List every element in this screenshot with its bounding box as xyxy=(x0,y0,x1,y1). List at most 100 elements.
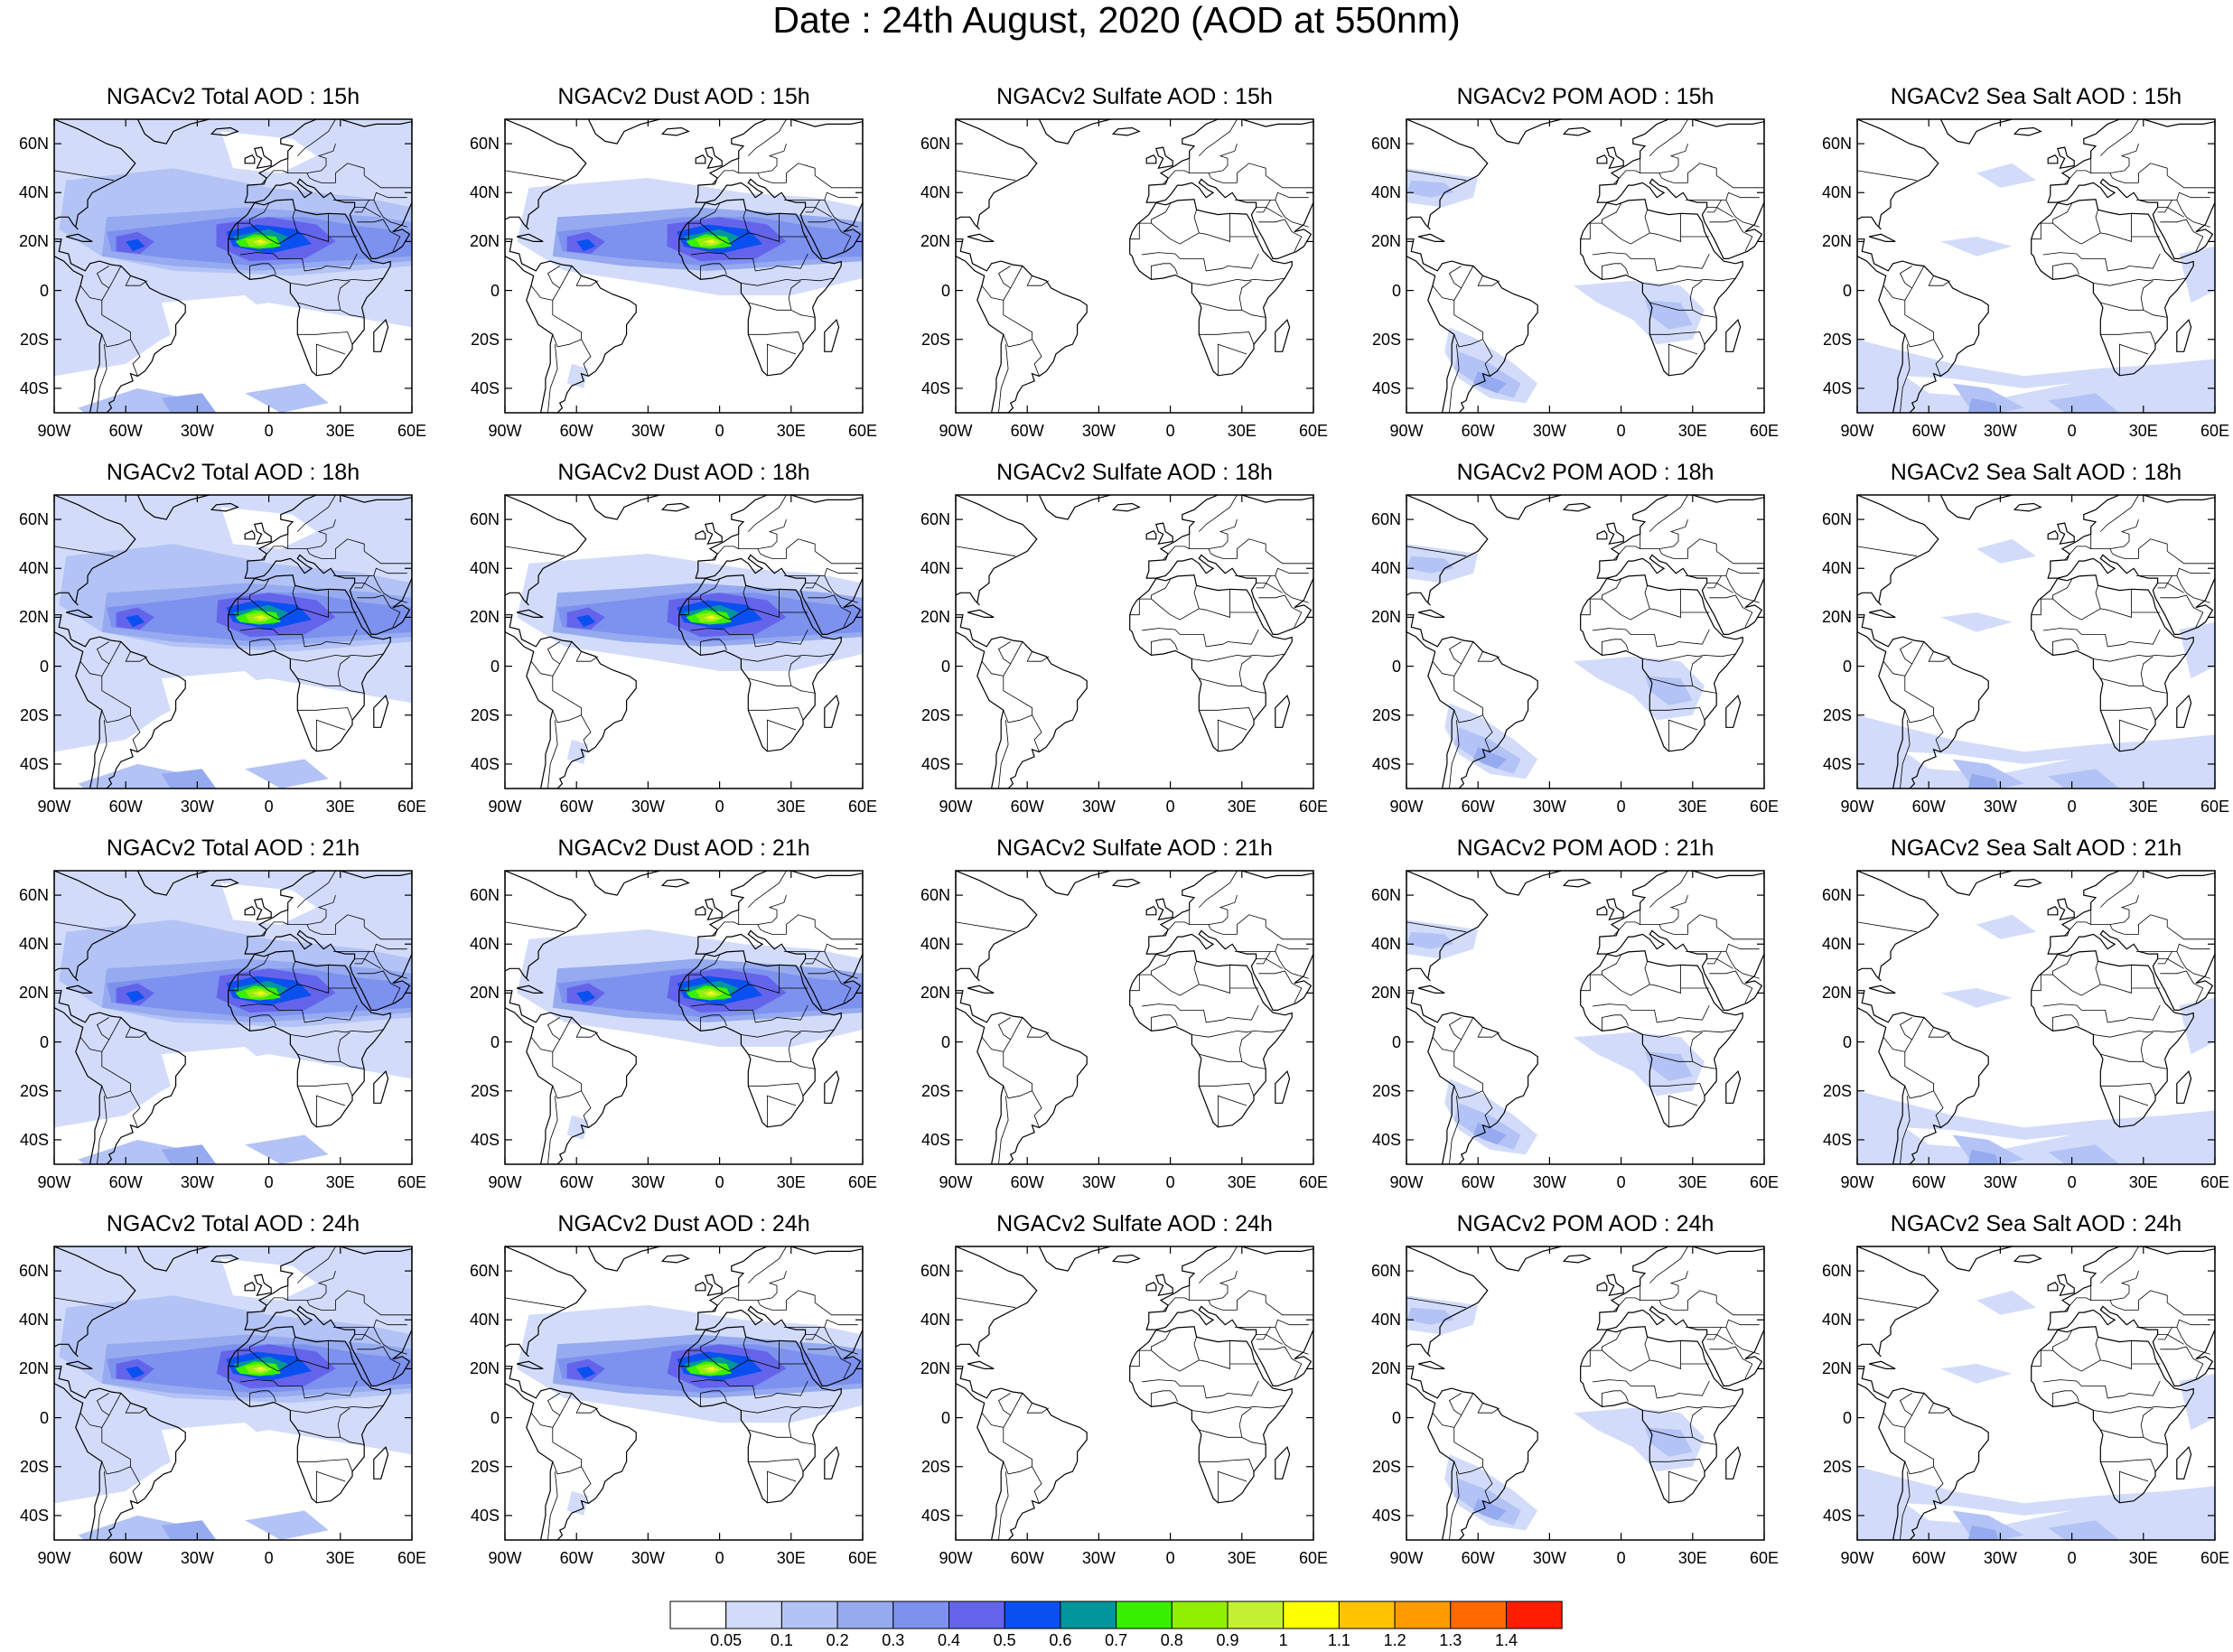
lon-tick-label: 60E xyxy=(397,422,427,440)
coastline xyxy=(824,1445,840,1479)
aod-contour-fill xyxy=(1472,1498,1507,1521)
country-border xyxy=(805,1334,832,1345)
lon-tick-label: 60W xyxy=(559,1549,593,1567)
country-border xyxy=(1003,1393,1042,1504)
lat-tick-label: 0 xyxy=(39,281,49,300)
lat-tick-label: 40S xyxy=(470,378,500,397)
country-border xyxy=(1234,191,1309,201)
country-border xyxy=(2118,1095,2149,1127)
coastline xyxy=(517,985,544,994)
aod-contour-fill xyxy=(566,1490,589,1516)
colorbar-label: 1.4 xyxy=(1494,1631,1518,1649)
lat-tick-label: 40S xyxy=(19,1130,49,1149)
country-border xyxy=(743,585,749,610)
lat-tick-label: 40S xyxy=(920,754,950,773)
country-border xyxy=(757,924,787,935)
coastline xyxy=(254,522,272,545)
country-border xyxy=(1141,252,1259,272)
lat-tick-label: 20S xyxy=(1371,1081,1401,1100)
coastline xyxy=(695,154,706,164)
coastline xyxy=(1145,119,1313,259)
coastline xyxy=(705,898,723,920)
country-border xyxy=(363,550,412,565)
country-border xyxy=(1613,910,1641,937)
coastline xyxy=(1562,126,1592,136)
country-border xyxy=(1003,1017,1042,1128)
country-border xyxy=(1602,639,1629,656)
aod-contour-fill xyxy=(576,1366,596,1379)
lon-tick-label: 30E xyxy=(325,1173,355,1191)
country-border xyxy=(690,252,808,272)
country-border xyxy=(335,538,365,559)
colorbar-label: 0.8 xyxy=(1160,1631,1183,1649)
country-border xyxy=(2140,656,2154,686)
aod-contour-fill xyxy=(161,671,293,740)
coastline xyxy=(1939,119,2013,145)
country-border xyxy=(808,970,852,1003)
country-border xyxy=(2118,343,2149,376)
country-border xyxy=(814,1302,863,1316)
country-border xyxy=(125,651,148,662)
country-border xyxy=(547,344,558,413)
country-border xyxy=(1199,1459,1255,1472)
country-border xyxy=(808,1346,852,1379)
country-border xyxy=(1725,951,1760,979)
country-border xyxy=(2160,1346,2204,1379)
country-border xyxy=(101,641,141,752)
coastline xyxy=(54,119,186,413)
lon-tick-label: 30E xyxy=(1227,422,1257,440)
country-border xyxy=(101,1393,141,1504)
colorbar-box xyxy=(892,1601,949,1629)
country-border xyxy=(1256,1327,1271,1340)
country-border xyxy=(292,961,298,985)
country-border xyxy=(1432,1036,1454,1052)
country-border xyxy=(1449,344,1460,413)
country-border xyxy=(748,495,787,532)
coastline xyxy=(1596,1282,1608,1292)
country-border xyxy=(315,1470,346,1503)
coastline xyxy=(967,609,995,619)
country-border xyxy=(748,707,804,721)
country-border xyxy=(297,1459,353,1472)
country-border xyxy=(1904,710,1934,723)
lat-tick-label: 20N xyxy=(1370,232,1401,251)
map-panel xyxy=(1857,495,2215,789)
coastline xyxy=(2057,1274,2075,1296)
country-border xyxy=(1658,924,1688,935)
country-border xyxy=(354,1327,369,1340)
country-border xyxy=(1151,1014,1178,1031)
aod-contour-fill xyxy=(161,769,217,789)
country-border xyxy=(2093,1029,2187,1038)
country-border xyxy=(547,1017,560,1041)
lat-tick-label: 60N xyxy=(469,135,500,154)
lat-tick-label: 60N xyxy=(920,510,950,529)
country-border xyxy=(2095,961,2101,985)
lat-tick-label: 40N xyxy=(920,183,950,202)
country-border xyxy=(981,1412,1004,1428)
lat-tick-label: 40S xyxy=(1822,1130,1852,1149)
country-border xyxy=(2052,1014,2079,1031)
aod-contour-fill xyxy=(2179,621,2215,679)
country-border xyxy=(1003,710,1032,723)
country-border xyxy=(1199,119,1238,156)
country-border xyxy=(788,1031,801,1062)
colorbar-box xyxy=(1227,1601,1285,1629)
country-border xyxy=(767,1095,797,1127)
coastline xyxy=(705,146,723,169)
country-border xyxy=(505,170,565,182)
country-border xyxy=(287,894,336,925)
country-border xyxy=(1613,534,1641,561)
lon-tick-label: 60E xyxy=(1749,1173,1780,1191)
aod-contour-fill xyxy=(1857,714,2215,789)
country-border xyxy=(1151,213,1230,245)
country-border xyxy=(1649,871,1688,908)
country-border xyxy=(1453,266,1493,377)
country-border xyxy=(956,170,1016,182)
country-border xyxy=(690,628,808,648)
lat-tick-label: 40N xyxy=(920,1311,950,1330)
country-border xyxy=(1193,961,1200,985)
country-border xyxy=(547,1471,558,1540)
country-border xyxy=(997,641,1011,665)
coastline xyxy=(244,495,412,636)
country-border xyxy=(824,1327,858,1355)
